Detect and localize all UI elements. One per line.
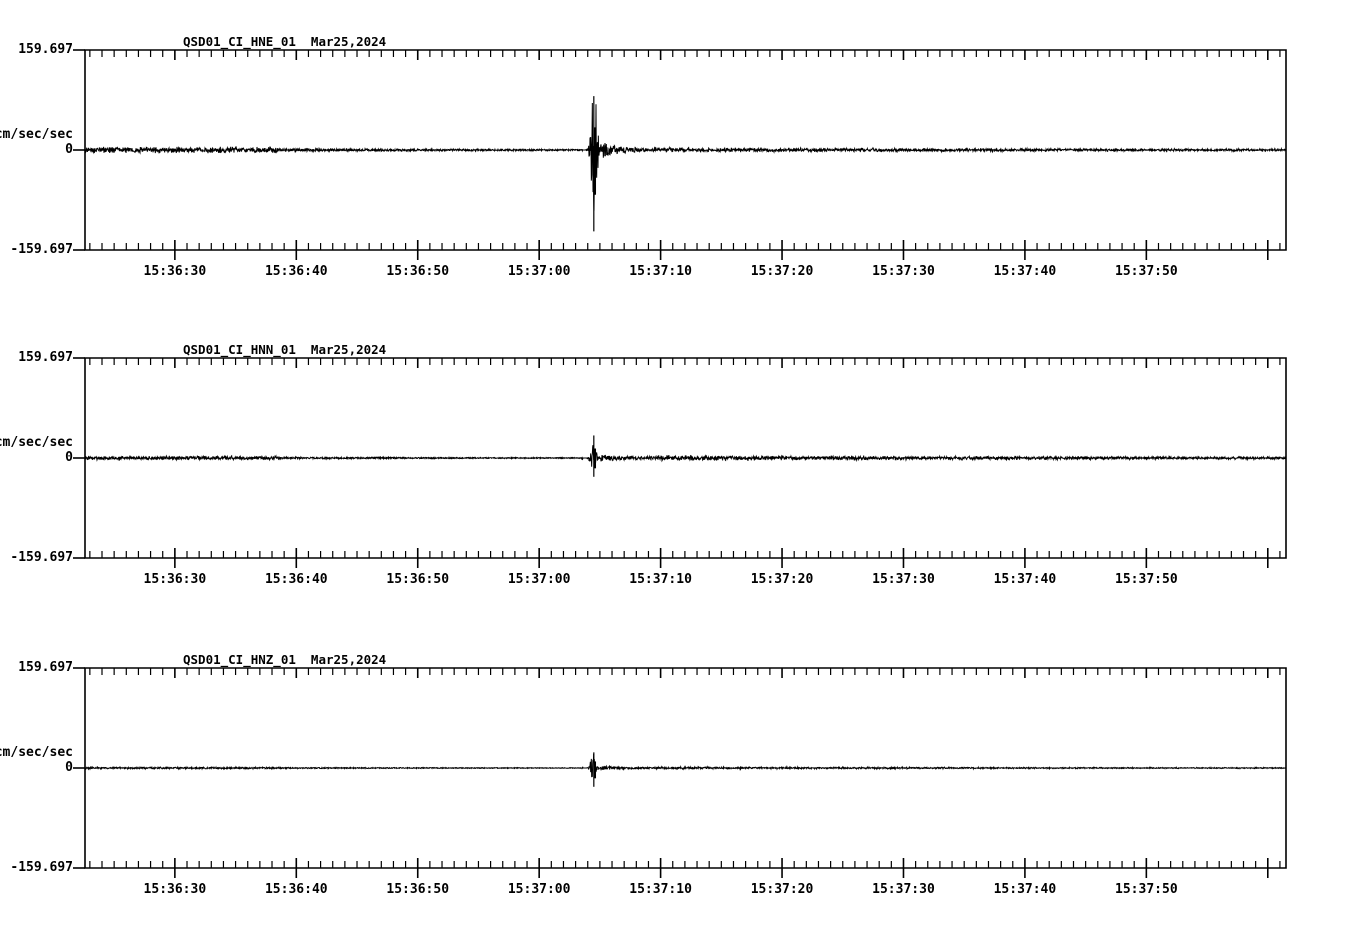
x-axis-tick-label: 15:36:30 (143, 882, 207, 897)
x-axis-tick-label: 15:37:00 (507, 572, 571, 587)
y-axis-units-label: cm/sec/sec (0, 745, 73, 760)
x-axis-tick-label: 15:37:50 (1115, 882, 1178, 897)
x-axis-tick-label: 15:37:40 (993, 264, 1057, 279)
plot-frame (84, 357, 1287, 559)
x-axis-tick-label: 15:37:10 (629, 882, 692, 897)
panel-title: QSD01_CI_HNE_01 Mar25,2024 (183, 34, 387, 49)
y-axis-units-label: cm/sec/sec (0, 127, 73, 142)
x-axis-tick-label: 15:37:20 (750, 572, 814, 587)
x-axis-tick-label: 15:37:10 (629, 264, 692, 279)
axis-ticks (73, 357, 1281, 568)
x-axis-tick-label: 15:37:40 (993, 882, 1057, 897)
y-axis-max-label: 159.697 (18, 660, 73, 675)
x-axis-tick-label: 15:37:20 (750, 264, 814, 279)
x-axis-tick-label: 15:36:50 (386, 882, 450, 897)
y-axis-min-label: -159.697 (10, 860, 73, 875)
plot-frame (84, 49, 1287, 251)
x-axis-tick-label: 15:37:30 (872, 882, 935, 897)
plot-canvas (73, 357, 1287, 568)
axis-ticks (73, 49, 1281, 260)
y-axis-units-label: cm/sec/sec (0, 435, 73, 450)
x-axis-tick-label: 15:37:10 (629, 572, 692, 587)
y-axis-max-label: 159.697 (18, 350, 73, 365)
x-axis-tick-label: 15:36:40 (264, 572, 328, 587)
waveform-trace (84, 435, 1287, 477)
x-axis-tick-label: 15:37:30 (872, 264, 935, 279)
axis-ticks (73, 667, 1281, 878)
y-axis-min-label: -159.697 (10, 550, 73, 565)
y-axis-min-label: -159.697 (10, 242, 73, 257)
plot-canvas (73, 667, 1287, 878)
panel-title: QSD01_CI_HNZ_01 Mar25,2024 (183, 652, 387, 667)
y-axis-max-label: 159.697 (18, 42, 73, 57)
seismogram-panel-hnn: 159.697 cm/sec/sec 0 -159.697 QSD01_CI_HNN_0… (0, 342, 1358, 633)
y-axis-zero-label: 0 (65, 142, 73, 157)
x-axis-tick-label: 15:37:00 (507, 264, 571, 279)
x-axis-tick-label: 15:37:00 (507, 882, 571, 897)
seismogram-panel-hne: 159.697 cm/sec/sec 0 -159.697 QSD01_CI_HNE_0… (0, 34, 1358, 325)
waveform-trace (84, 752, 1287, 787)
panel-title: QSD01_CI_HNN_01 Mar25,2024 (183, 342, 387, 357)
seismogram-panel-hnz: 159.697 cm/sec/sec 0 -159.697 QSD01_CI_HNZ_0… (0, 652, 1358, 943)
x-axis-tick-label: 15:36:30 (143, 264, 207, 279)
waveform-trace (84, 96, 1287, 232)
x-axis-tick-label: 15:37:20 (750, 882, 814, 897)
x-axis-tick-label: 15:36:40 (264, 882, 328, 897)
y-axis-zero-label: 0 (65, 760, 73, 775)
x-axis-tick-label: 15:37:30 (872, 572, 935, 587)
x-axis-tick-label: 15:36:50 (386, 572, 450, 587)
x-axis-tick-label: 15:36:50 (386, 264, 450, 279)
x-axis-tick-label: 15:37:50 (1115, 264, 1178, 279)
x-axis-tick-label: 15:36:40 (264, 264, 328, 279)
seismogram-page: 159.697 cm/sec/sec 0 -159.697 QSD01_CI_HNE_0… (0, 34, 1358, 897)
plot-canvas (73, 49, 1287, 260)
x-axis-tick-label: 15:37:50 (1115, 572, 1178, 587)
x-axis-tick-label: 15:37:40 (993, 572, 1057, 587)
y-axis-zero-label: 0 (65, 450, 73, 465)
plot-frame (84, 667, 1287, 869)
x-axis-tick-label: 15:36:30 (143, 572, 207, 587)
